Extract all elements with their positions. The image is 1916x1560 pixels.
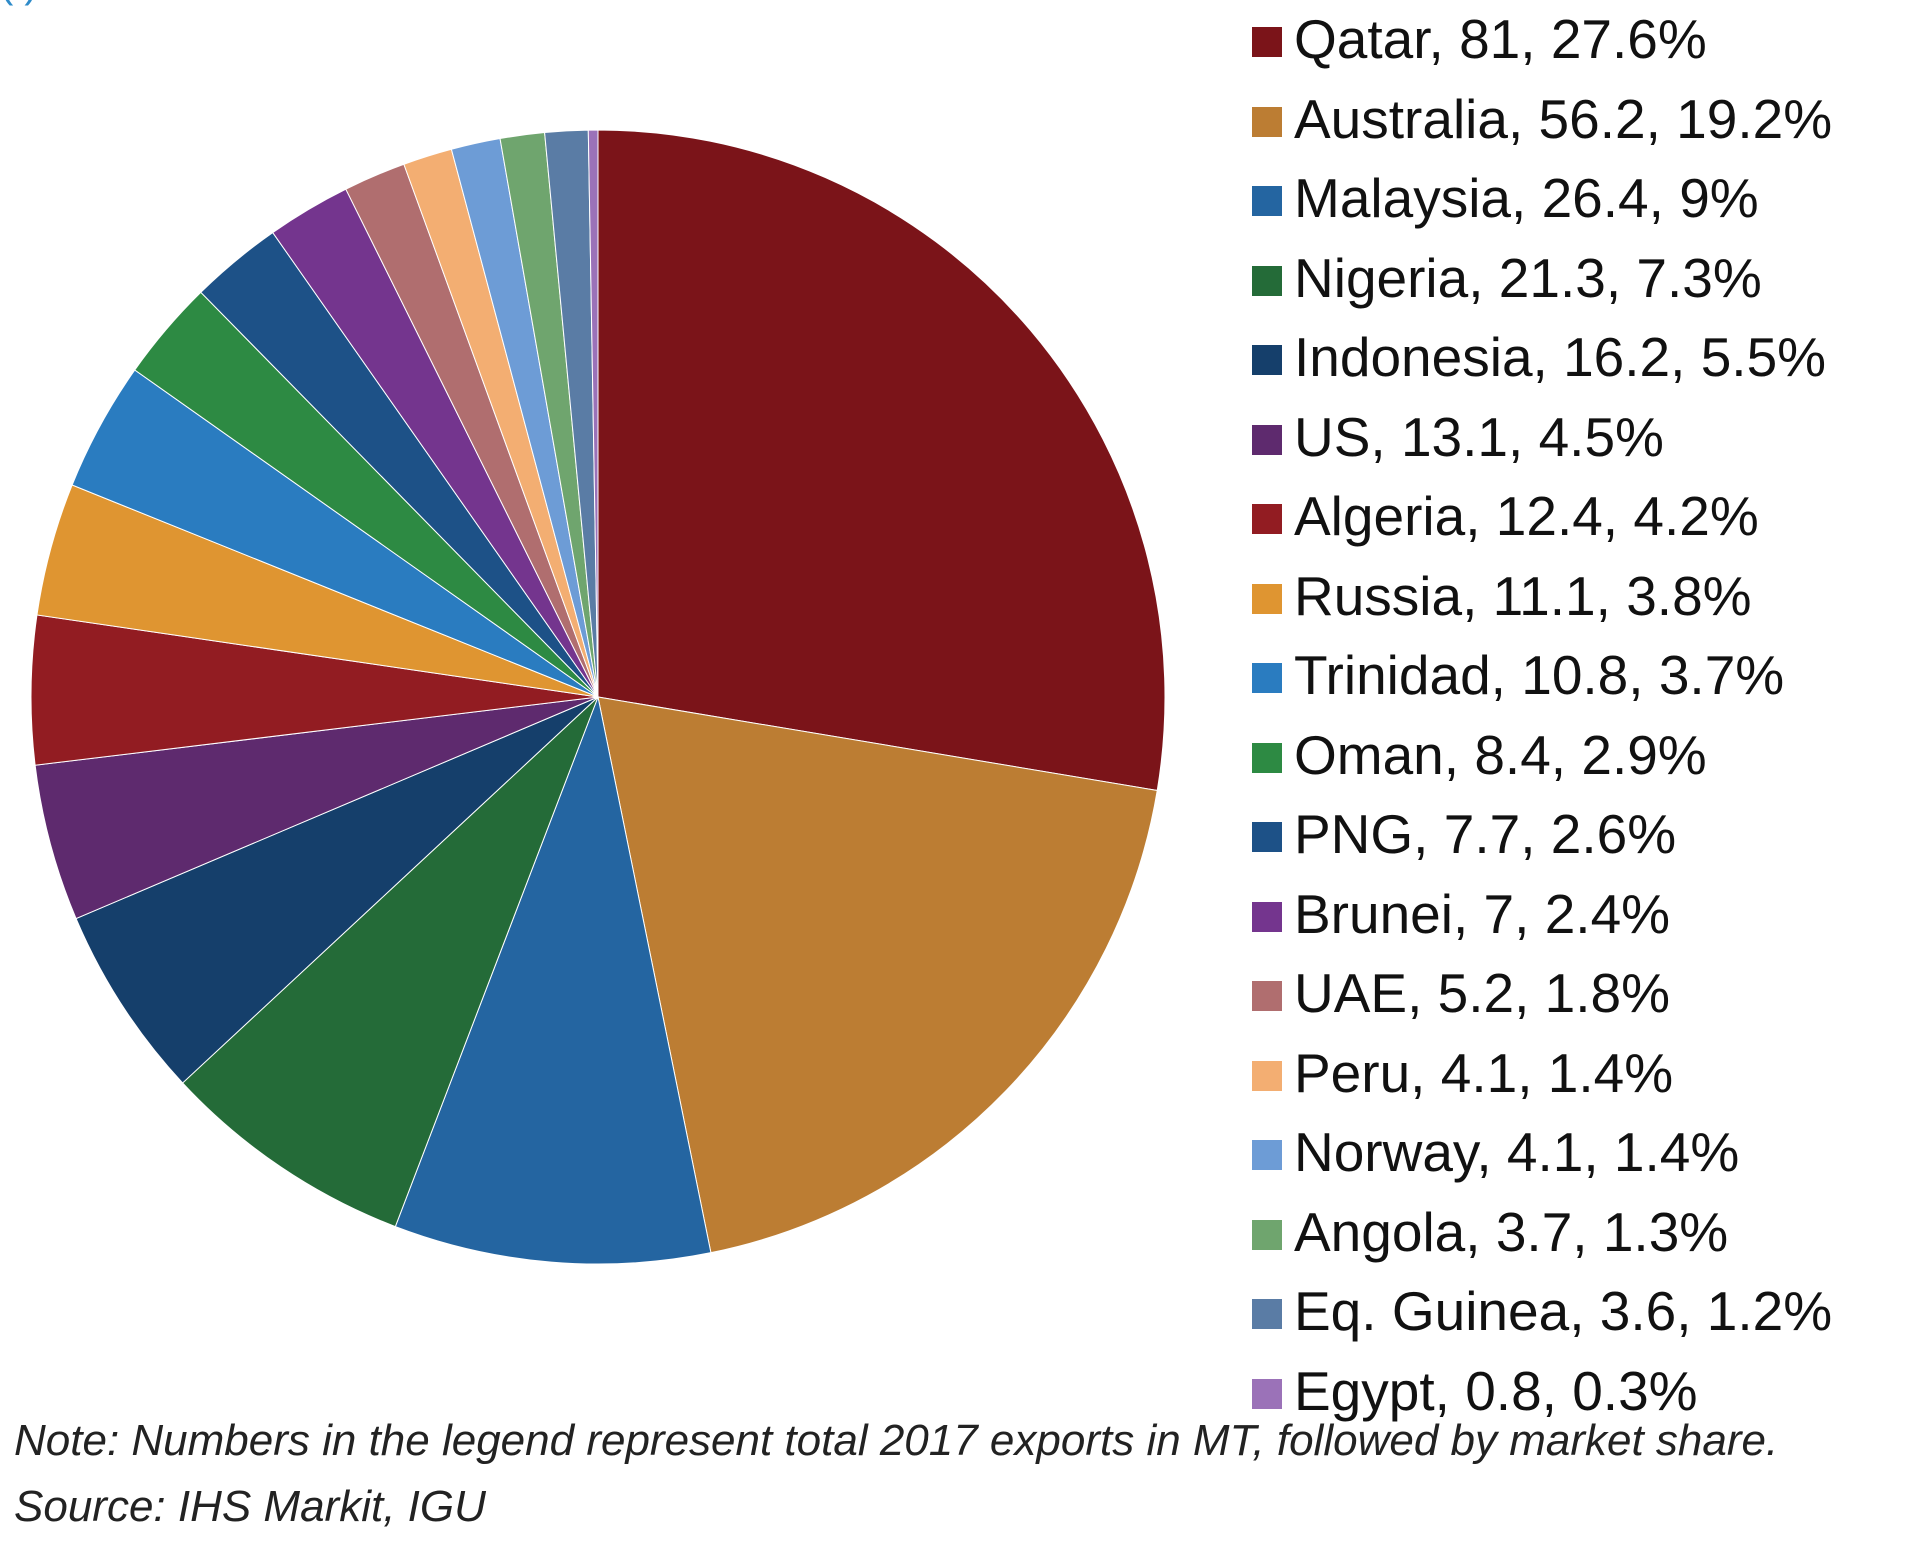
legend-swatch xyxy=(1252,106,1282,137)
legend-swatch xyxy=(1252,1219,1282,1250)
legend-label: Nigeria, 21.3, 7.3% xyxy=(1294,246,1762,309)
pie-chart xyxy=(30,130,1166,1265)
legend-label: Angola, 3.7, 1.3% xyxy=(1294,1200,1729,1263)
legend-swatch xyxy=(1252,981,1282,1011)
legend-label: Eq. Guinea, 3.6, 1.2% xyxy=(1294,1280,1833,1342)
pie-slice-indonesia xyxy=(75,696,599,1084)
legend-label: Russia, 11.1, 3.8% xyxy=(1294,564,1752,627)
pie-slice-nigeria xyxy=(181,696,599,1228)
legend-label: Australia, 56.2, 19.2% xyxy=(1294,87,1833,150)
legend-swatch xyxy=(1252,1140,1282,1170)
legend-label: Malaysia, 26.4, 9% xyxy=(1294,167,1759,229)
legend-label: Trinidad, 10.8, 3.7% xyxy=(1294,644,1785,706)
legend-swatch xyxy=(1252,265,1282,296)
legend-label: Qatar, 81, 27.6% xyxy=(1294,8,1707,70)
pie-slice-us xyxy=(34,696,599,920)
legend-label: UAE, 5.2, 1.8% xyxy=(1294,962,1671,1024)
legend-swatch xyxy=(1252,1060,1282,1091)
legend-swatch xyxy=(1252,345,1282,375)
legend-label: Oman, 8.4, 2.9% xyxy=(1294,723,1707,786)
legend-swatch xyxy=(1252,822,1282,852)
legend-swatch xyxy=(1252,1299,1282,1329)
legend-swatch xyxy=(1252,424,1282,455)
title-fragment: ( ) xyxy=(0,0,38,7)
legend-swatch xyxy=(1252,27,1282,57)
legend-swatch xyxy=(1252,901,1282,932)
legend-label: PNG, 7.7, 2.6% xyxy=(1294,803,1677,865)
legend-swatch xyxy=(1252,186,1282,216)
pie-slice-malaysia xyxy=(394,695,712,1265)
chart-note: Note: Numbers in the legend represent to… xyxy=(14,1416,1779,1531)
legend-swatch xyxy=(1252,742,1282,773)
legend-swatch xyxy=(1252,583,1282,614)
pie-slice-qatar xyxy=(597,130,1166,792)
pie-slice-australia xyxy=(597,696,1158,1254)
legend-swatch xyxy=(1252,663,1282,693)
legend-label: Algeria, 12.4, 4.2% xyxy=(1294,485,1759,547)
legend-swatch xyxy=(1252,1378,1282,1409)
legend-label: Brunei, 7, 2.4% xyxy=(1294,882,1671,945)
legend-label: US, 13.1, 4.5% xyxy=(1294,405,1664,468)
legend-label: Peru, 4.1, 1.4% xyxy=(1294,1041,1674,1104)
legend-label: Indonesia, 16.2, 5.5% xyxy=(1294,326,1827,388)
legend-label: Norway, 4.1, 1.4% xyxy=(1294,1121,1740,1183)
pie-slice-egypt xyxy=(587,130,599,698)
legend-swatch xyxy=(1252,504,1282,534)
legend-label: Egypt, 0.8, 0.3% xyxy=(1294,1359,1698,1422)
